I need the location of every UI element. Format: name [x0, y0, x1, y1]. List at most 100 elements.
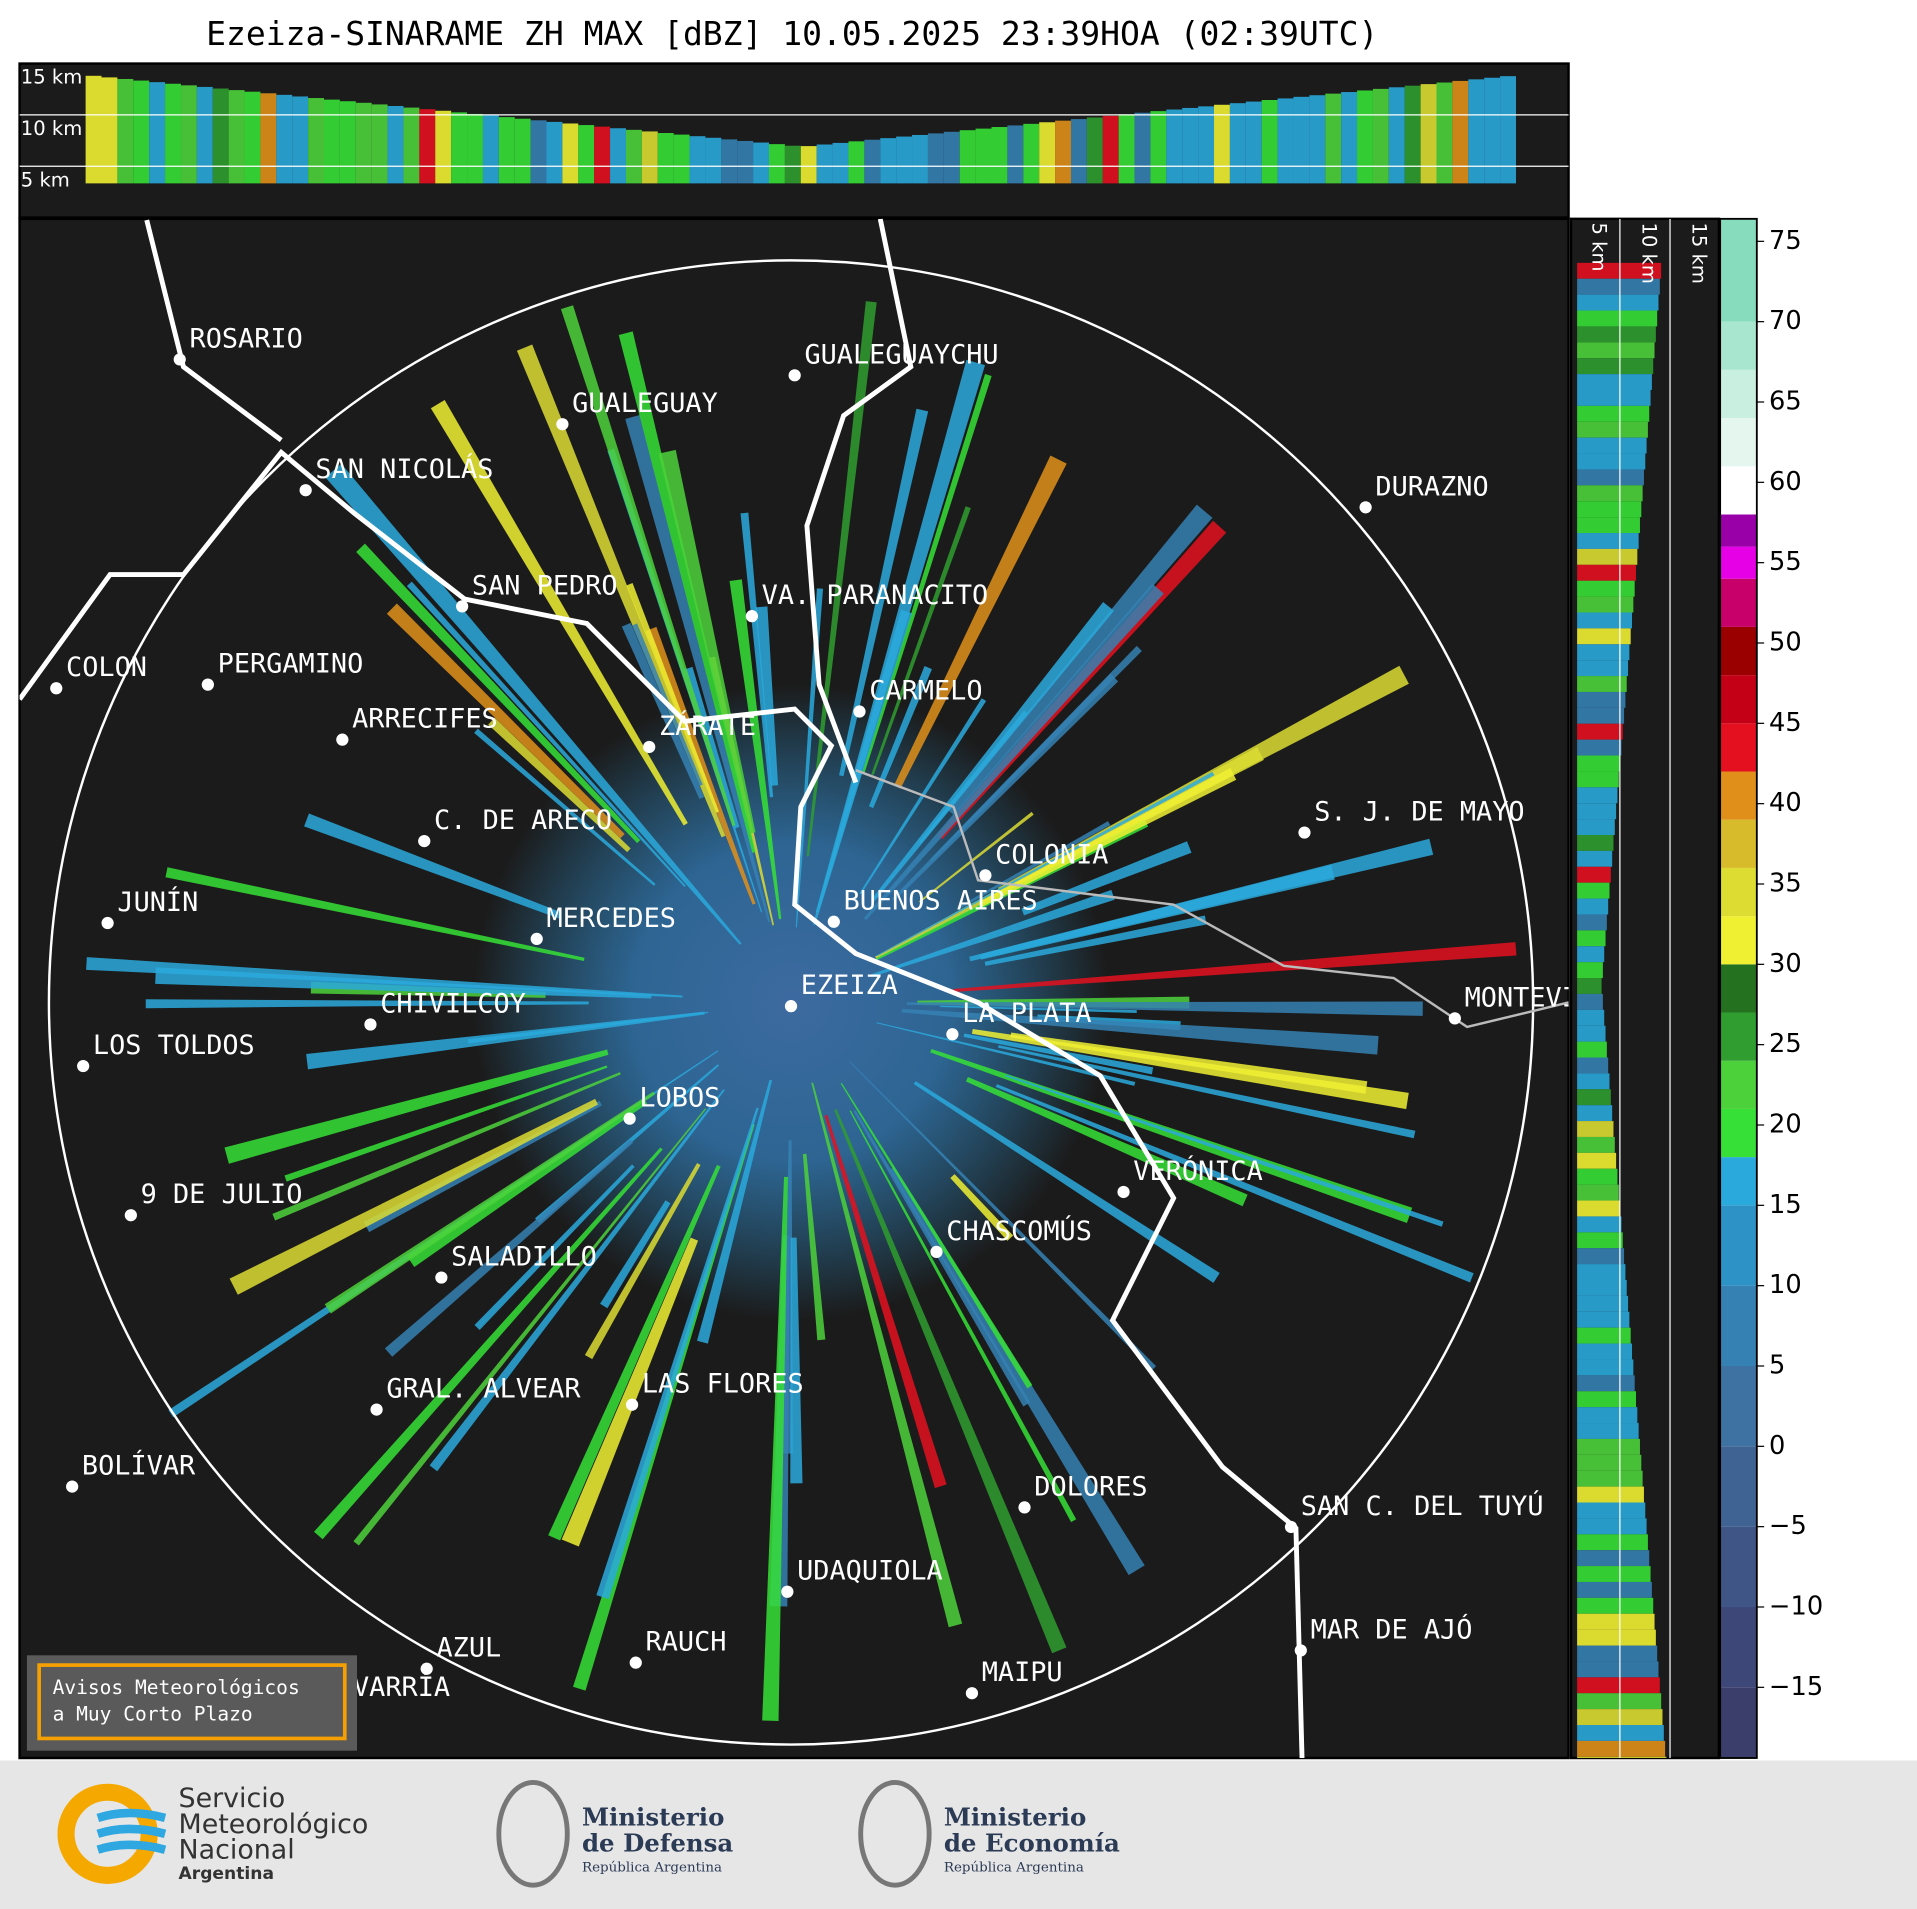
- cross-band: [196, 86, 213, 184]
- echo-ray: [871, 601, 1115, 901]
- city-label: VA. PARANACITO: [762, 580, 989, 611]
- echo-ray: [957, 821, 1111, 910]
- cross-band: [1577, 1105, 1613, 1122]
- city-dot: [623, 1112, 636, 1125]
- colorbar-segment: [1720, 546, 1757, 579]
- city-dot: [745, 610, 759, 623]
- cross-band: [737, 140, 754, 184]
- logo-text: República Argentina: [582, 1861, 722, 1876]
- cross-band: [991, 127, 1008, 184]
- echo-ray: [965, 1076, 1248, 1207]
- height-label: 10 km: [1638, 223, 1661, 284]
- city-dot: [418, 834, 431, 848]
- city-label: SALADILLO: [451, 1241, 597, 1272]
- cross-band: [165, 83, 181, 184]
- echo-ray: [474, 1164, 635, 1331]
- city-dot: [370, 1403, 383, 1416]
- echo-ray: [1005, 1074, 1444, 1227]
- colorbar-segment: [1720, 819, 1757, 868]
- echo-ray: [229, 1098, 598, 1295]
- colorbar-tick-label: 75: [1769, 226, 1802, 256]
- cross-band: [1577, 1073, 1610, 1090]
- cross-band: [1577, 1693, 1662, 1710]
- cross-band: [1261, 100, 1278, 184]
- city-dot: [364, 1018, 377, 1031]
- colorbar-tick-label: 40: [1769, 788, 1802, 818]
- city-label: LAS FLORES: [642, 1369, 804, 1400]
- cross-band: [1577, 1200, 1621, 1217]
- city-dot: [530, 932, 543, 946]
- colorbar-tick-label: 55: [1769, 547, 1802, 577]
- cross-band: [244, 91, 261, 184]
- cross-band: [562, 123, 579, 184]
- cross-band: [514, 118, 531, 184]
- height-label: 10 km: [21, 117, 82, 140]
- echo-ray: [871, 506, 971, 776]
- echo-ray: [304, 813, 562, 919]
- echo-ray: [906, 1001, 1423, 1016]
- echo-ray: [806, 301, 877, 857]
- cross-band: [1577, 1677, 1660, 1694]
- cross-band: [1325, 93, 1342, 184]
- cross-band: [276, 94, 293, 184]
- cross-band: [1577, 358, 1654, 375]
- city-dot: [979, 869, 992, 882]
- colorbar-segment: [1720, 1606, 1757, 1688]
- cross-band: [101, 77, 118, 184]
- city-label: VERÓNICA: [1133, 1155, 1262, 1187]
- city-label: CHIVILCOY: [380, 988, 526, 1019]
- cross-band: [1577, 1597, 1654, 1614]
- cross-band: [1577, 1486, 1644, 1503]
- city-label: C. DE ARECO: [434, 805, 612, 836]
- cross-band: [1577, 421, 1648, 438]
- logo-text: Servicio: [179, 1783, 286, 1814]
- echo-ray: [467, 1011, 709, 1044]
- logo-text: Ministerio: [944, 1803, 1086, 1832]
- city-label: ARRECIFES: [352, 704, 498, 735]
- city-label: BOLÍVAR: [82, 1450, 196, 1482]
- cross-band: [212, 88, 229, 184]
- cross-band: [292, 96, 309, 184]
- colorbar-segment: [1720, 771, 1757, 820]
- colorbar-tick-label: −15: [1769, 1672, 1823, 1702]
- cross-band: [1577, 1454, 1642, 1471]
- colorbar-segment: [1720, 514, 1757, 547]
- smn-logo: Servicio Meteorológico Nacional Argentin…: [57, 1783, 368, 1884]
- cross-band: [1577, 1311, 1630, 1328]
- colorbar-segment: [1720, 723, 1757, 772]
- cross-band: [1577, 914, 1607, 931]
- logo-text: Nacional: [179, 1834, 295, 1865]
- cross-band: [689, 136, 706, 184]
- colorbar-segment: [1720, 916, 1757, 965]
- city-dot: [299, 484, 312, 497]
- echo-ray: [997, 1045, 1416, 1139]
- echo-ray: [834, 1108, 1067, 1654]
- echo-ray: [625, 415, 771, 923]
- city-dot: [930, 1245, 943, 1258]
- cross-band: [784, 145, 801, 184]
- colorbar-tick-label: −5: [1769, 1511, 1807, 1541]
- city-dot: [556, 418, 569, 431]
- cross-band: [1577, 262, 1662, 279]
- echo-ray: [224, 1049, 609, 1164]
- cross-band: [1055, 120, 1071, 184]
- cross-band: [1577, 1041, 1607, 1058]
- echo-ray: [488, 717, 631, 853]
- colorbar-segment: [1720, 1205, 1757, 1286]
- cross-band: [1577, 1661, 1659, 1678]
- cross-band: [1577, 1740, 1666, 1757]
- cross-band: [1577, 723, 1623, 740]
- city-dot: [853, 705, 866, 718]
- echo-ray: [849, 1061, 1157, 1371]
- echo-ray: [971, 1029, 1409, 1110]
- echo-ray: [596, 1107, 759, 1600]
- echo-ray: [802, 1153, 826, 1341]
- cross-band: [482, 115, 499, 184]
- cross-band: [1577, 1359, 1634, 1376]
- cross-band: [1577, 469, 1644, 486]
- city-dot: [435, 1271, 448, 1284]
- cross-band: [1214, 104, 1230, 184]
- colorbar-segment: [1720, 1060, 1757, 1109]
- cross-band: [85, 75, 102, 184]
- title: Ezeiza-SINARAME ZH MAX [dBZ] 10.05.2025 …: [206, 14, 1378, 53]
